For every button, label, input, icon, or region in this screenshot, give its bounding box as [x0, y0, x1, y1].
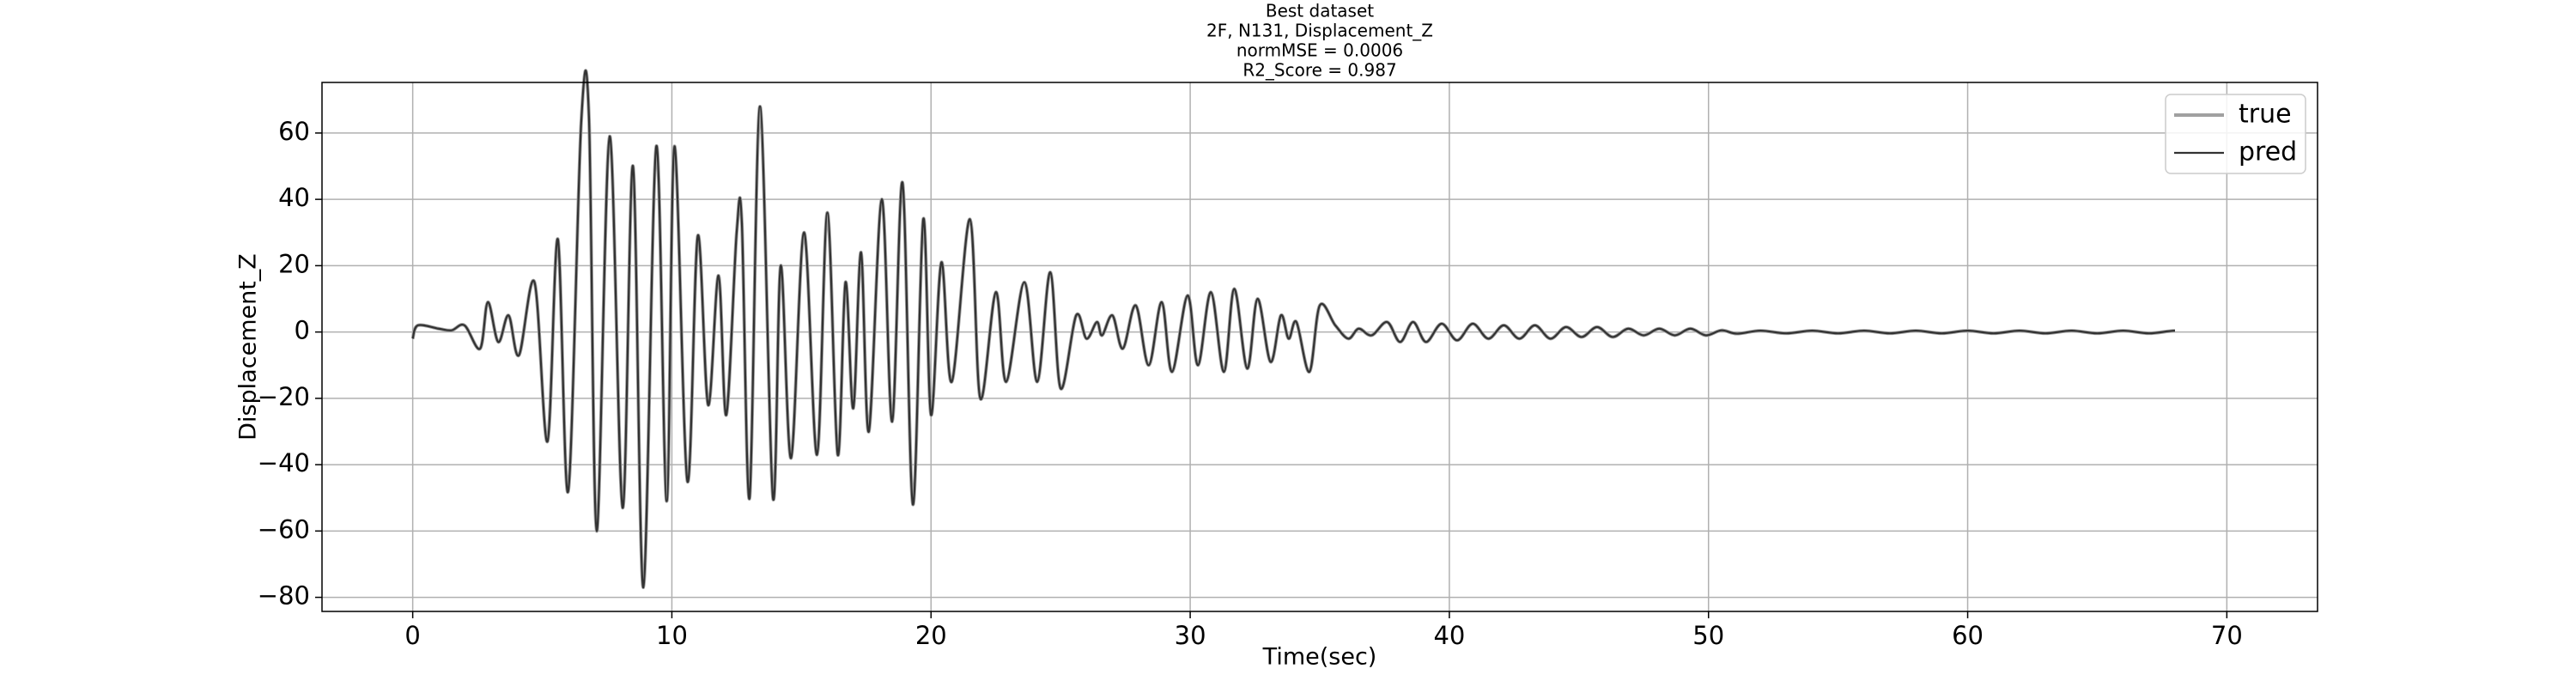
x-tick-label: 50 — [1692, 621, 1724, 650]
y-tick-label: 60 — [278, 117, 310, 146]
x-tick-label: 20 — [915, 621, 947, 650]
title-line: Best dataset — [1266, 1, 1374, 21]
y-tick-label: 20 — [278, 249, 310, 278]
y-tick-label: 40 — [278, 183, 310, 212]
y-axis-label: Displacement_Z — [235, 253, 262, 441]
x-tick-label: 70 — [2211, 621, 2243, 650]
x-tick-label: 0 — [404, 621, 420, 650]
x-tick-label: 60 — [1952, 621, 1984, 650]
y-tick-label: −40 — [258, 448, 310, 477]
legend-label: pred — [2239, 137, 2297, 167]
x-tick-label: 10 — [656, 621, 688, 650]
legend-label: true — [2239, 100, 2292, 130]
y-tick-label: −20 — [258, 382, 310, 411]
x-tick-label: 30 — [1175, 621, 1206, 650]
title-line: 2F, N131, Displacement_Z — [1206, 21, 1433, 41]
series-line — [410, 69, 2176, 590]
y-tick-label: −80 — [258, 581, 310, 611]
x-axis-label: Time(sec) — [1262, 644, 1377, 671]
title-line: normMSE = 0.0006 — [1236, 40, 1403, 61]
series-line — [411, 70, 2176, 589]
title-line: R2_Score = 0.987 — [1242, 60, 1396, 81]
x-tick-label: 40 — [1433, 621, 1465, 650]
y-tick-label: 0 — [295, 316, 310, 345]
plot-frame — [321, 82, 2318, 612]
y-tick-label: −60 — [258, 514, 310, 544]
